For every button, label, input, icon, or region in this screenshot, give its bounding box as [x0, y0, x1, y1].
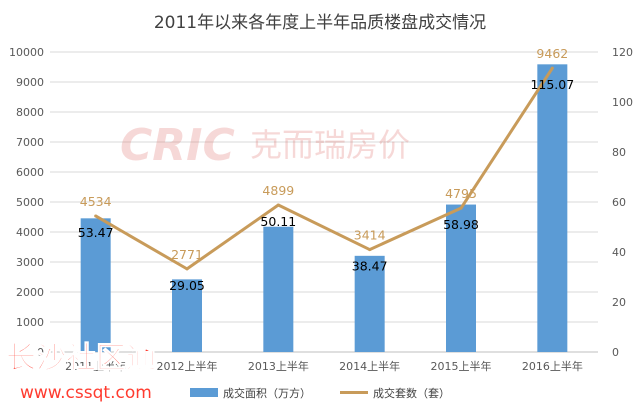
x-tick-label: 2012上半年 [157, 359, 218, 373]
right-axis: 0 20 40 60 80 100 120 [612, 46, 633, 359]
line-data-label: 3414 [354, 228, 386, 243]
bar-data-label: 29.05 [169, 278, 205, 293]
svg-text:CRIC: CRIC [120, 120, 235, 171]
y-right-tick-label: 80 [612, 146, 626, 159]
bar-data-label: 58.98 [443, 217, 479, 232]
y-left-tick-label: 1000 [16, 316, 44, 329]
svg-text:www.cssqt.com: www.cssqt.com [20, 383, 152, 403]
line-data-label: 9462 [536, 46, 568, 61]
y-left-tick-label: 7000 [16, 136, 44, 149]
x-axis: 2011上半年 2012上半年 2013上半年 2014上半年 2015上半年 2016上… [65, 359, 583, 373]
y-left-tick-label: 10000 [9, 46, 44, 59]
legend: 成交面积（万方） 成交套数（套） [190, 386, 450, 400]
bar [537, 64, 568, 352]
cric-watermark: CRIC 克而瑞房价 [120, 120, 410, 171]
line-data-label: 4899 [262, 183, 294, 198]
y-right-tick-label: 40 [612, 246, 626, 259]
bar-data-label: 38.47 [352, 259, 388, 274]
line-point [368, 248, 372, 252]
y-right-tick-label: 100 [612, 96, 633, 109]
svg-text:长沙社区通: 长沙社区通 [6, 341, 156, 376]
line-point [185, 267, 189, 271]
bar [80, 218, 111, 352]
bar [354, 255, 385, 352]
bar [263, 226, 294, 352]
bar-data-label: 53.47 [78, 225, 114, 240]
line-data-label: 2771 [171, 247, 203, 262]
y-left-tick-label: 2000 [16, 286, 44, 299]
x-tick-label: 2014上半年 [339, 359, 400, 373]
data-labels: 4534 2771 4899 3414 4795 9462 53.47 29.05 50.11 3… [78, 46, 574, 293]
y-left-tick-label: 3000 [16, 256, 44, 269]
line-point [276, 203, 280, 207]
line-point [459, 206, 463, 210]
legend-label-bar: 成交面积（万方） [223, 386, 311, 400]
bar [172, 279, 202, 352]
y-left-tick-label: 9000 [16, 76, 44, 89]
x-tick-label: 2016上半年 [522, 359, 583, 373]
line-data-label: 4534 [80, 194, 112, 209]
legend-label-line: 成交套数（套） [373, 386, 450, 400]
x-tick-label: 2011上半年 [65, 359, 126, 373]
y-left-tick-label: 6000 [16, 166, 44, 179]
line-series-path [94, 67, 554, 271]
y-right-tick-label: 120 [612, 46, 633, 59]
y-left-tick-label: 5000 [16, 196, 44, 209]
bar-series [80, 64, 568, 352]
y-left-tick-label: 4000 [16, 226, 44, 239]
line-point [94, 214, 98, 218]
legend-swatch-bar [190, 388, 218, 397]
y-left-tick-label: 0 [37, 346, 44, 359]
y-left-tick-label: 8000 [16, 106, 44, 119]
y-right-tick-label: 60 [612, 196, 626, 209]
line-point [550, 66, 554, 70]
bar [446, 204, 476, 352]
y-right-tick-label: 0 [612, 346, 619, 359]
left-axis: 0 1000 2000 3000 4000 5000 6000 7000 8000 9000 100… [9, 46, 44, 359]
bar-data-label: 115.07 [530, 77, 574, 92]
x-tick-label: 2013上半年 [248, 359, 309, 373]
chart-title: 2011年以来各年度上半年品质楼盘成交情况 [154, 13, 486, 33]
bar-data-label: 50.11 [260, 214, 296, 229]
grid-lines [50, 51, 598, 353]
x-tick-label: 2015上半年 [431, 359, 492, 373]
site-watermark: 长沙社区通 www.cssqt.com [6, 341, 157, 404]
svg-text:克而瑞房价: 克而瑞房价 [250, 126, 410, 164]
line-data-label: 4795 [445, 186, 477, 201]
line-series [94, 66, 554, 271]
y-right-tick-label: 20 [612, 296, 626, 309]
